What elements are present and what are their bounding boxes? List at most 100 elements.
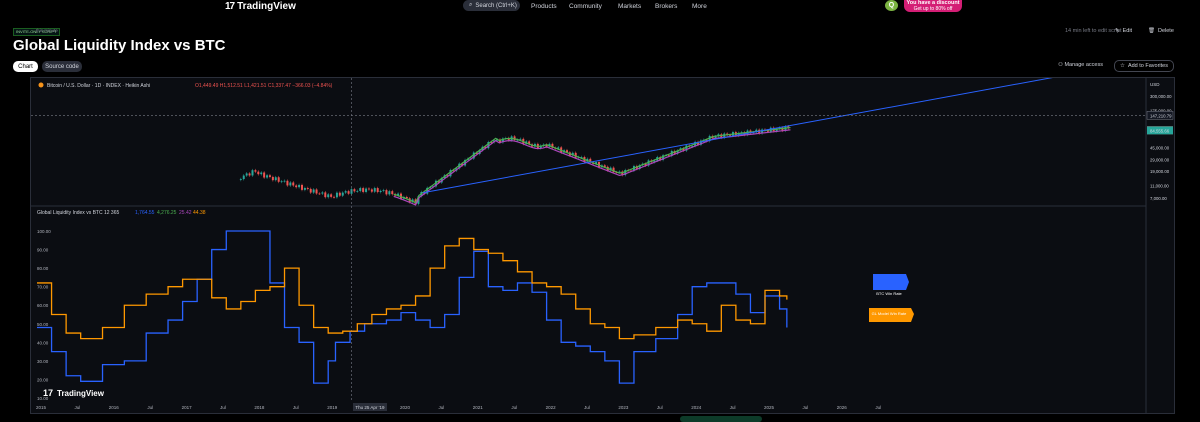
x-tick-label: Jul [439, 405, 445, 410]
price-axis-label: 19,000.00 [1150, 169, 1170, 174]
candle-body [257, 171, 260, 175]
candle-body [533, 143, 536, 147]
x-tick-label: 2020 [400, 405, 411, 410]
chart-svg[interactable]: Bitcoin / U.S. Dollar · 1D · INDEX · Hei… [31, 75, 1174, 413]
candle-body [274, 177, 277, 181]
candle-body [280, 181, 283, 183]
star-icon: ☆ [1120, 63, 1125, 69]
tradingview-watermark-icon: 17 [43, 388, 53, 398]
candle-body [391, 191, 394, 195]
last-price-box [1147, 126, 1173, 135]
candle-body [528, 141, 531, 145]
tradingview-watermark: TradingView [57, 389, 105, 398]
candle-body [595, 162, 598, 164]
edit-button[interactable]: ✎ Edit [1115, 27, 1132, 35]
tradingview-logo[interactable]: 17 TradingView [225, 0, 296, 12]
tab-source-code[interactable]: Source code [42, 61, 82, 72]
candle-body [356, 190, 359, 192]
candle-body [283, 180, 286, 182]
x-tick-label: Jul [293, 405, 299, 410]
lower-y-tick: 10.00 [37, 396, 49, 401]
x-tick-label: 2017 [182, 405, 193, 410]
nav-products[interactable]: Products [531, 2, 557, 10]
time-axis: 2015 Jul 2016 Jul 2017 Jul 2018 Jul 2019 Jul 2020 J… [36, 405, 881, 410]
nav-community[interactable]: Community [569, 2, 602, 10]
price-axis-label: 147,210.79 [1150, 113, 1172, 118]
candle-body [309, 188, 312, 193]
gl-win-rate-label: GL Model Win Rate [872, 311, 908, 316]
top-navigation-bar: 17 TradingView ⌕ Search (Ctrl+K) Product… [0, 0, 1200, 14]
price-axis-label: 45,000.00 [1150, 145, 1170, 150]
candle-body [405, 196, 408, 199]
candle-body [373, 188, 376, 192]
indicator-value-1: 4,276.25 [157, 210, 177, 216]
candle-body [472, 152, 475, 159]
search-button[interactable]: ⌕ Search (Ctrl+K) [463, 0, 520, 11]
candle-body [333, 196, 336, 198]
candle-body [324, 192, 327, 198]
user-avatar[interactable]: Q [885, 0, 898, 11]
candle-body [370, 189, 373, 192]
candle-body [277, 177, 280, 182]
candle-body [647, 160, 650, 166]
lower-y-tick: 40.00 [37, 340, 49, 345]
candle-body [245, 173, 248, 176]
candle-body [475, 152, 478, 155]
search-icon: ⌕ [469, 2, 473, 8]
candle-body [327, 194, 330, 198]
x-tick-label: Jul [147, 405, 153, 410]
series-line-gl-model-win-rate [37, 237, 788, 340]
bottom-bar [0, 414, 1200, 422]
candle-body [330, 194, 333, 197]
candle-body [271, 176, 274, 181]
price-axis-label: 29,000.00 [1150, 157, 1170, 162]
candle-body [714, 136, 717, 139]
delete-button[interactable]: 🗑 Delete [1148, 27, 1174, 35]
candle-body [766, 130, 769, 132]
candle-body [397, 193, 400, 196]
candle-body [260, 172, 263, 175]
candle-body [379, 190, 382, 193]
candle-body [662, 155, 665, 160]
candle-body [242, 175, 245, 180]
favorites-label: Add to Favorites [1127, 63, 1168, 69]
x-tick-label: Jul [875, 405, 881, 410]
tradingview-logo-icon: 17 [225, 0, 235, 12]
candle-body [461, 163, 464, 166]
candle-body [289, 182, 292, 186]
tab-chart[interactable]: Chart [13, 61, 38, 72]
nav-more[interactable]: More [692, 2, 707, 10]
add-to-favorites-button[interactable]: ☆ Add to Favorites [1114, 60, 1174, 72]
invite-only-badge: INVITE-ONLY SCRIPT [13, 28, 60, 36]
ma-line-green [393, 126, 791, 204]
lower-y-tick: 20.00 [37, 377, 49, 382]
candle-body [612, 167, 615, 173]
trend-line [422, 75, 1062, 194]
lower-y-tick: 100.00 [37, 229, 51, 234]
candle-body [315, 189, 318, 194]
chart-panel[interactable]: Bitcoin / U.S. Dollar · 1D · INDEX · Hei… [30, 75, 1175, 414]
nav-markets[interactable]: Markets [618, 2, 642, 10]
discount-promo-button[interactable]: You have a discount Get up to 80% off [904, 0, 962, 12]
x-tick-label: 2025 [764, 405, 775, 410]
candle-body [501, 138, 504, 143]
candle-body [385, 190, 388, 195]
candle-body [449, 170, 452, 177]
manage-access-button[interactable]: ⚇ Manage access [1058, 62, 1103, 68]
x-tick-label: Jul [584, 405, 590, 410]
candle-body [388, 191, 391, 195]
lower-y-axis: 100.00 90.00 80.00 70.00 60.00 50.00 40.00 30.0… [37, 229, 51, 401]
candle-body [761, 129, 764, 134]
x-tick-label: Jul [657, 405, 663, 410]
indicator-label: Global Liquidity Index vs BTC 12 365 [37, 210, 119, 216]
bitcoin-icon [38, 82, 44, 88]
gl-win-rate-marker [869, 308, 914, 322]
bottom-action-button[interactable] [680, 416, 762, 422]
brand-name: TradingView [237, 0, 296, 12]
candle-body [353, 189, 356, 192]
candle-body [507, 138, 510, 141]
candle-body [676, 150, 679, 154]
candle-body [603, 165, 606, 167]
candle-body [382, 190, 385, 191]
nav-brokers[interactable]: Brokers [655, 2, 678, 10]
